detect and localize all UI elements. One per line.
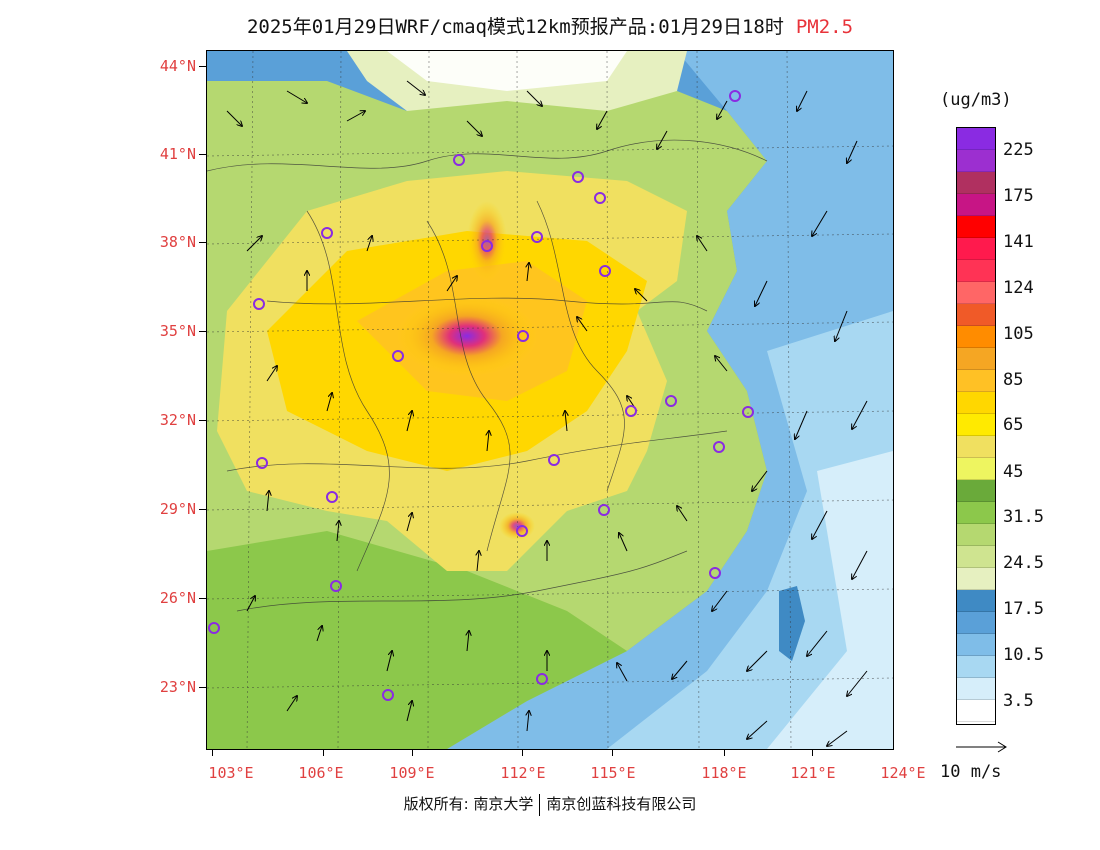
wind-reference-arrow-icon: [956, 741, 1007, 753]
lon-tick: [323, 749, 324, 756]
lat-label-38n: 38°N: [159, 233, 196, 251]
legend-label: 124: [1003, 278, 1034, 298]
copyright-right: 南京创蓝科技有限公司: [546, 795, 697, 813]
legend-label: 17.5: [1003, 599, 1044, 619]
lon-tick: [522, 749, 523, 756]
color-scale-swatch: [957, 260, 995, 282]
color-scale-swatch: [957, 326, 995, 348]
color-scale-swatch: [957, 436, 995, 458]
legend-label: 24.5: [1003, 553, 1044, 573]
legend-label: 10.5: [1003, 645, 1044, 665]
lon-tick: [612, 749, 613, 756]
color-scale-swatch: [957, 348, 995, 370]
lon-tick: [212, 749, 213, 756]
lat-tick: [199, 687, 206, 688]
wind-reference-label: 10 m/s: [940, 762, 1002, 782]
legend-label: 65: [1003, 415, 1024, 435]
footer-divider: [539, 793, 541, 816]
legend-label: 85: [1003, 370, 1024, 390]
color-scale-swatch: [957, 634, 995, 656]
legend-label: 141: [1003, 232, 1034, 252]
color-scale-swatch: [957, 282, 995, 304]
map-canvas: [207, 51, 893, 749]
color-scale-bar: [956, 127, 996, 725]
legend-label: 31.5: [1003, 507, 1044, 527]
color-scale-swatch: [957, 194, 995, 216]
lon-label-121e: 121°E: [790, 764, 836, 782]
color-scale-swatch: [957, 590, 995, 612]
lon-label-106e: 106°E: [298, 764, 344, 782]
map-title: 2025年01月29日WRF/cmaq模式12km预报产品:01月29日18时 P…: [0, 12, 1100, 39]
copyright-footer: 版权所有: 南京大学 南京创蓝科技有限公司: [0, 793, 1100, 816]
lat-label-26n: 26°N: [159, 589, 196, 607]
lat-tick: [199, 509, 206, 510]
color-scale-swatch: [957, 370, 995, 392]
color-scale-swatch: [957, 546, 995, 568]
lon-tick: [812, 749, 813, 756]
legend-label: 3.5: [1003, 691, 1034, 711]
lon-label-115e: 115°E: [590, 764, 636, 782]
color-scale-swatch: [957, 172, 995, 194]
legend-label: 45: [1003, 462, 1024, 482]
color-scale-swatch: [957, 216, 995, 238]
lat-tick: [199, 66, 206, 67]
species-label: PM2.5: [795, 16, 854, 38]
color-scale-swatch: [957, 304, 995, 326]
color-scale-swatch: [957, 238, 995, 260]
lat-label-23n: 23°N: [159, 678, 196, 696]
color-scale-swatch: [957, 458, 995, 480]
color-scale-swatch: [957, 612, 995, 634]
color-scale-swatch: [957, 128, 995, 150]
lat-label-29n: 29°N: [159, 500, 196, 518]
color-scale-swatch: [957, 656, 995, 678]
legend-unit: (ug/m3): [940, 90, 1012, 110]
color-scale-swatch: [957, 678, 995, 700]
lat-label-41n: 41°N: [159, 145, 196, 163]
color-scale-swatch: [957, 502, 995, 524]
lat-label-32n: 32°N: [159, 411, 196, 429]
color-scale-swatch: [957, 480, 995, 502]
lat-label-35n: 35°N: [159, 322, 196, 340]
lon-label-103e: 103°E: [208, 764, 254, 782]
legend-label: 105: [1003, 324, 1034, 344]
lat-tick: [199, 242, 206, 243]
lat-label-44n: 44°N: [159, 57, 196, 75]
color-scale-swatch: [957, 392, 995, 414]
title-text: 2025年01月29日WRF/cmaq模式12km预报产品:01月29日18时: [246, 16, 784, 38]
copyright-left: 版权所有: 南京大学: [403, 795, 534, 813]
lon-label-109e: 109°E: [389, 764, 435, 782]
pm25-forecast-map[interactable]: [206, 50, 894, 750]
legend-label: 175: [1003, 186, 1034, 206]
color-scale-swatch: [957, 568, 995, 590]
lat-tick: [199, 598, 206, 599]
lat-tick: [199, 420, 206, 421]
lon-tick: [412, 749, 413, 756]
lon-label-112e: 112°E: [500, 764, 546, 782]
lon-label-124e: 124°E: [880, 764, 926, 782]
lat-tick: [199, 154, 206, 155]
lat-tick: [199, 331, 206, 332]
color-scale-swatch: [957, 414, 995, 436]
legend-label: 225: [1003, 140, 1034, 160]
lon-tick: [724, 749, 725, 756]
color-scale-swatch: [957, 524, 995, 546]
color-scale-swatch: [957, 150, 995, 172]
color-scale-swatch: [957, 700, 995, 722]
lon-label-118e: 118°E: [701, 764, 747, 782]
